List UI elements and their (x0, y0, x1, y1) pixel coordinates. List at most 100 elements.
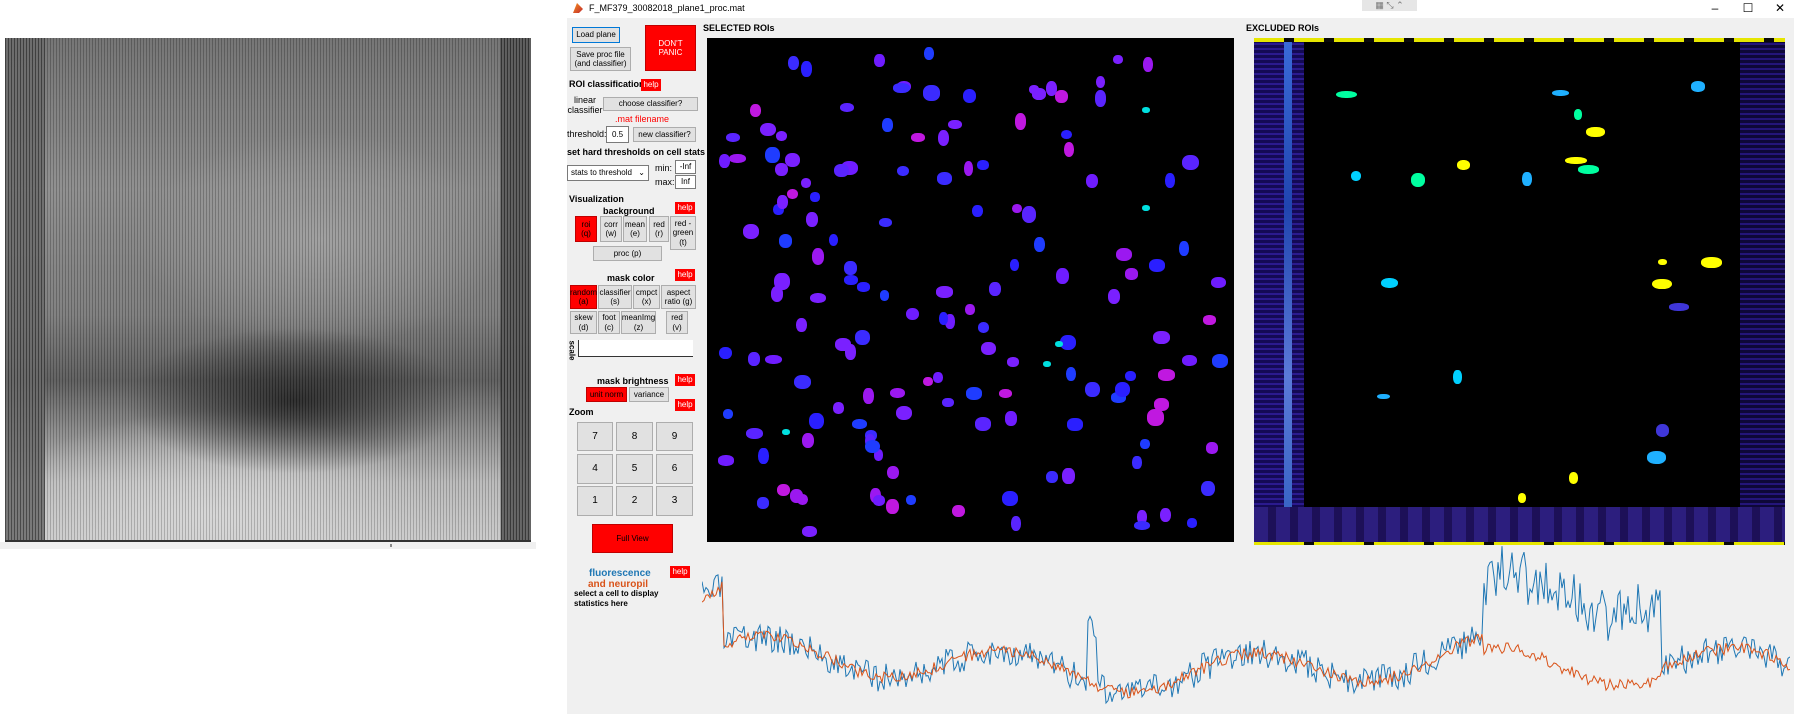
roi-mask[interactable] (1063, 141, 1075, 157)
excluded-roi-mask[interactable] (1351, 171, 1362, 182)
roi-mask[interactable] (1009, 259, 1019, 272)
roi-mask[interactable] (745, 428, 763, 440)
roi-mask[interactable] (933, 371, 943, 383)
roi-mask[interactable] (718, 154, 730, 169)
roi-mask[interactable] (887, 465, 899, 480)
roi-mask[interactable] (844, 344, 856, 360)
roi-mask[interactable] (1141, 107, 1150, 114)
roi-mask[interactable] (1055, 89, 1069, 103)
roi-mask[interactable] (795, 317, 807, 332)
excluded-roi-mask[interactable] (1700, 257, 1723, 269)
roi-mask[interactable] (806, 211, 819, 228)
roi-mask[interactable] (802, 433, 815, 449)
roi-mask[interactable] (765, 147, 780, 164)
roi-mask[interactable] (778, 234, 793, 248)
zoom-key-7[interactable]: 7 (577, 422, 613, 451)
proc-button[interactable]: proc (p) (593, 246, 662, 261)
roi-mask[interactable] (924, 47, 935, 60)
roi-mask[interactable] (1112, 55, 1123, 65)
excluded-roi-mask[interactable] (1565, 157, 1587, 165)
roi-mask[interactable] (1055, 267, 1069, 284)
roi-mask[interactable] (974, 417, 991, 431)
excluded-roi-mask[interactable] (1574, 109, 1583, 120)
roi-mask[interactable] (718, 346, 732, 360)
roi-mask[interactable] (998, 388, 1012, 399)
bg-red-green-button[interactable]: red - green (t) (670, 216, 696, 250)
roi-mask[interactable] (885, 498, 899, 514)
roi-mask[interactable] (874, 449, 884, 461)
roi-mask[interactable] (787, 188, 799, 199)
mask-red-button[interactable]: red (v) (666, 311, 688, 334)
roi-mask[interactable] (874, 53, 886, 67)
roi-mask[interactable] (1032, 87, 1046, 100)
roi-mask[interactable] (1142, 57, 1153, 72)
roi-mask[interactable] (1011, 203, 1023, 214)
roi-mask[interactable] (855, 329, 871, 345)
excluded-roi-mask[interactable] (1453, 370, 1462, 385)
roi-mask[interactable] (962, 88, 977, 103)
toolbar-grip-icon[interactable]: ▦ ⤡ ⌃ (1362, 0, 1417, 11)
roi-mask[interactable] (1095, 75, 1106, 89)
zoom-key-5[interactable]: 5 (616, 454, 653, 484)
zoom-key-9[interactable]: 9 (656, 422, 693, 451)
roi-mask[interactable] (889, 387, 905, 399)
roi-mask[interactable] (942, 398, 954, 408)
roi-mask[interactable] (785, 152, 801, 167)
roi-mask[interactable] (759, 122, 776, 137)
excluded-roi-mask[interactable] (1655, 423, 1669, 437)
roi-mask[interactable] (1211, 277, 1227, 289)
roi-mask[interactable] (1148, 259, 1166, 272)
roi-mask[interactable] (748, 351, 760, 366)
selected-rois-image[interactable] (707, 38, 1234, 542)
roi-mask[interactable] (1062, 468, 1075, 485)
excluded-roi-mask[interactable] (1647, 451, 1667, 464)
bg-roi-button[interactable]: roi (q) (575, 216, 597, 242)
roi-mask[interactable] (1154, 398, 1169, 411)
excluded-roi-mask[interactable] (1457, 160, 1470, 171)
roi-mask[interactable] (1055, 341, 1064, 348)
bg-corr-button[interactable]: corr (w) (600, 216, 622, 242)
bg-mean-button[interactable]: mean (e) (623, 216, 647, 242)
roi-mask[interactable] (1021, 206, 1037, 224)
brightness-variance-button[interactable]: variance (629, 387, 669, 402)
roi-mask[interactable] (905, 494, 916, 506)
roi-mask[interactable] (1006, 357, 1019, 368)
excluded-roi-mask[interactable] (1380, 278, 1398, 289)
roi-mask[interactable] (1160, 507, 1172, 522)
roi-mask[interactable] (1045, 80, 1057, 96)
bg-red-button[interactable]: red (r) (649, 216, 669, 242)
mask-aspect-ratio-button[interactable]: aspect ratio (g) (661, 285, 696, 309)
threshold-input[interactable]: 0.5 (606, 126, 629, 143)
roi-mask[interactable] (1137, 510, 1147, 525)
roi-mask[interactable] (893, 83, 910, 93)
roi-mask[interactable] (1114, 382, 1131, 398)
min-input[interactable]: -Inf (675, 160, 696, 174)
roi-mask[interactable] (1205, 442, 1218, 454)
roi-mask[interactable] (810, 191, 820, 202)
roi-mask[interactable] (878, 218, 893, 228)
brightness-unit-norm-button[interactable]: unit norm (586, 387, 627, 402)
load-plane-button[interactable]: Load plane (572, 27, 620, 43)
mask-skew-button[interactable]: skew (d) (570, 311, 597, 334)
excluded-roi-mask[interactable] (1552, 89, 1569, 97)
roi-mask[interactable] (764, 355, 782, 365)
full-view-button[interactable]: Full View (592, 524, 673, 553)
zoom-key-1[interactable]: 1 (577, 486, 613, 516)
roi-mask[interactable] (1085, 381, 1100, 397)
roi-mask[interactable] (965, 303, 975, 315)
roi-mask[interactable] (832, 401, 845, 414)
roi-mask[interactable] (810, 292, 827, 304)
roi-mask[interactable] (1033, 237, 1045, 252)
roi-mask[interactable] (1060, 129, 1073, 140)
excluded-roi-mask[interactable] (1577, 165, 1600, 174)
roi-mask[interactable] (923, 85, 940, 101)
roi-mask[interactable] (1116, 248, 1133, 262)
roi-mask[interactable] (1095, 89, 1107, 107)
mask-cmpct-button[interactable]: cmpct (x) (633, 285, 660, 309)
roi-mask[interactable] (773, 203, 784, 216)
roi-mask[interactable] (1085, 173, 1098, 189)
roi-mask[interactable] (758, 447, 769, 465)
roi-mask[interactable] (1125, 268, 1138, 280)
new-classifier-button[interactable]: new classifier? (633, 127, 696, 142)
roi-mask[interactable] (1060, 334, 1076, 350)
